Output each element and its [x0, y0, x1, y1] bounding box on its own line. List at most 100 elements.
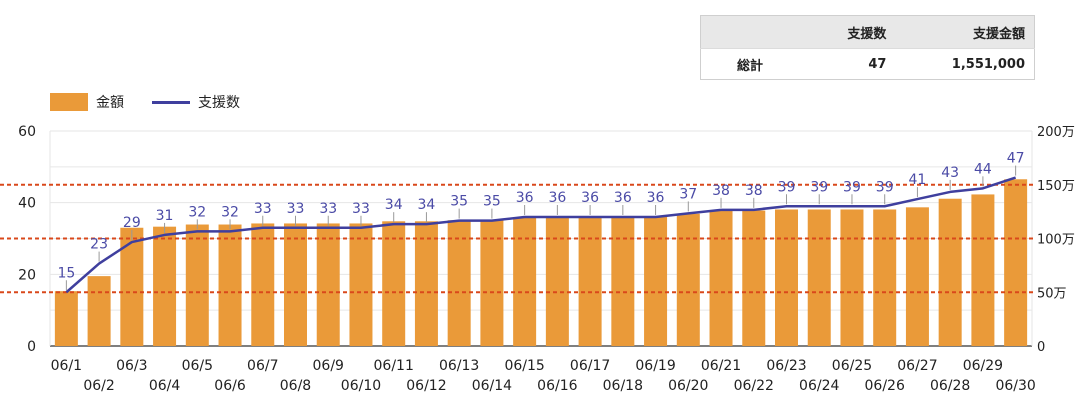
bar [414, 221, 438, 346]
x-axis-tick-label: 06/24 [799, 378, 839, 394]
bar [316, 223, 340, 346]
data-label: 35 [450, 194, 468, 210]
data-label: 38 [712, 183, 730, 199]
legend-amount-label: 金額 [96, 95, 124, 111]
bar [905, 207, 929, 346]
right-axis-tick-label: 200万 [1037, 125, 1075, 140]
data-label: 39 [778, 179, 796, 195]
bar [644, 217, 668, 346]
x-axis-tick-label: 06/12 [406, 378, 446, 394]
right-axis-tick-label: 100万 [1037, 233, 1075, 248]
x-axis-tick-label: 06/8 [280, 378, 311, 394]
left-axis-tick-label: 40 [18, 196, 36, 212]
x-axis-tick-label: 06/17 [570, 358, 610, 374]
legend-count-label: 支援数 [198, 95, 240, 111]
x-axis-tick-label: 06/27 [897, 358, 937, 374]
summary-table: 支援数 支援金額 総計 47 1,551,000 [700, 15, 1035, 80]
x-axis-tick-label: 06/3 [116, 358, 147, 374]
data-label: 36 [548, 190, 566, 206]
left-axis-tick-label: 0 [27, 339, 36, 355]
bar [87, 276, 111, 346]
data-label: 36 [647, 190, 665, 206]
bar [611, 217, 635, 346]
data-label: 33 [352, 201, 370, 217]
x-axis-tick-label: 06/4 [149, 378, 181, 394]
x-axis-tick-label: 06/19 [635, 358, 675, 374]
x-axis-tick-label: 06/29 [963, 358, 1003, 374]
bar [938, 198, 962, 346]
right-axis-tick-label: 50万 [1037, 286, 1067, 301]
x-axis-tick-label: 06/16 [537, 378, 577, 394]
bar [251, 223, 275, 346]
x-axis-tick-label: 06/18 [603, 378, 643, 394]
data-label: 39 [810, 179, 828, 195]
data-label: 43 [941, 165, 959, 181]
data-label: 36 [581, 190, 599, 206]
x-axis-tick-label: 06/1 [51, 358, 82, 374]
bar [971, 194, 995, 346]
summary-header-empty [700, 15, 809, 49]
x-axis-tick-label: 06/23 [766, 358, 806, 374]
summary-header-amount: 支援金額 [895, 15, 1035, 49]
data-label: 36 [614, 190, 632, 206]
bar [153, 226, 177, 346]
data-label: 31 [156, 208, 174, 224]
bar [185, 224, 209, 346]
bar [578, 217, 602, 346]
data-label: 39 [876, 179, 894, 195]
bar [382, 221, 406, 346]
data-label: 36 [516, 190, 534, 206]
summary-total-count: 47 [808, 48, 896, 80]
data-label: 33 [319, 201, 337, 217]
bar [775, 209, 798, 346]
x-axis-tick-label: 06/20 [668, 378, 708, 394]
data-label: 32 [221, 204, 239, 220]
data-label: 23 [90, 237, 108, 253]
right-axis-tick-label: 0 [1037, 340, 1045, 355]
x-axis-tick-label: 06/7 [247, 358, 278, 374]
x-axis-tick-label: 06/21 [701, 358, 741, 374]
x-axis-tick-label: 06/25 [832, 358, 872, 374]
bar [873, 209, 897, 346]
bar [742, 210, 766, 346]
data-label: 33 [254, 201, 272, 217]
bar [709, 210, 733, 346]
bar [1004, 179, 1028, 346]
summary-total-label: 総計 [700, 48, 809, 80]
bar [349, 223, 373, 346]
bar [676, 213, 700, 346]
x-axis-tick-label: 06/26 [865, 378, 905, 394]
summary-total-row: 総計 47 1,551,000 [700, 48, 1035, 80]
x-axis-tick-label: 06/13 [439, 358, 479, 374]
x-axis-tick-label: 06/15 [504, 358, 544, 374]
left-axis-tick-label: 60 [18, 124, 36, 140]
x-axis-tick-label: 06/2 [83, 378, 114, 394]
bar [218, 224, 242, 346]
x-axis-tick-label: 06/11 [374, 358, 414, 374]
legend-amount-swatch [50, 93, 88, 111]
x-axis-tick-label: 06/10 [341, 378, 381, 394]
x-axis-tick-label: 06/28 [930, 378, 970, 394]
data-label: 34 [385, 197, 403, 213]
data-label: 33 [287, 201, 305, 217]
legend-count-swatch [152, 100, 190, 104]
bar [480, 220, 504, 346]
data-label: 35 [483, 194, 501, 210]
bar [54, 291, 78, 346]
legend-count[interactable]: 支援数 [152, 92, 240, 112]
data-label: 37 [679, 186, 697, 202]
data-label: 32 [188, 204, 206, 220]
summary-header-row: 支援数 支援金額 [700, 15, 1035, 49]
legend-amount[interactable]: 金額 [50, 92, 124, 112]
count-line [65, 176, 1017, 294]
bar [447, 220, 471, 346]
x-axis-tick-label: 06/14 [472, 378, 512, 394]
x-axis-tick-label: 06/5 [182, 358, 213, 374]
data-label: 34 [418, 197, 436, 213]
data-label: 47 [1007, 151, 1025, 167]
data-label: 39 [843, 179, 861, 195]
bar [284, 223, 307, 346]
bar [545, 217, 569, 346]
data-label: 44 [974, 161, 992, 177]
